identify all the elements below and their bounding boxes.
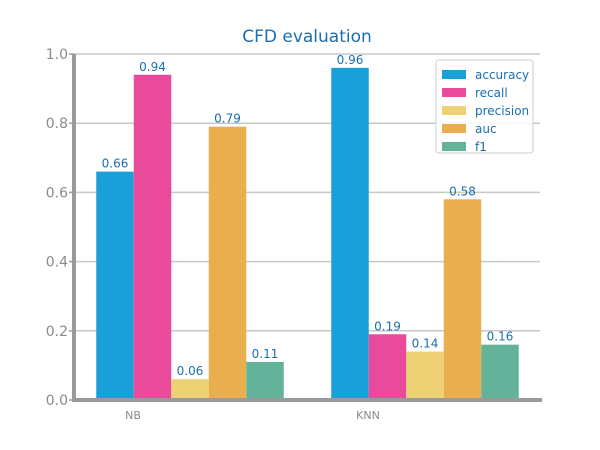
legend: accuracy recall precision auc f1 — [435, 59, 534, 154]
legend-swatch-accuracy — [442, 70, 466, 79]
bar-auc-knn — [443, 199, 482, 400]
x-tick-label-knn: KNN — [356, 409, 380, 422]
data-label-auc-nb: 0.79 — [214, 112, 241, 126]
data-label-recall-knn: 0.19 — [374, 319, 401, 333]
bar-recall-nb — [133, 74, 172, 400]
legend-swatch-recall — [442, 88, 466, 97]
y-tick-labels: 0.0 0.2 0.4 0.6 0.8 1.0 — [46, 47, 68, 409]
bar-auc-nb — [208, 126, 247, 400]
bars — [96, 67, 519, 400]
bar-f1-knn — [481, 344, 519, 400]
data-label-precision-knn: 0.14 — [412, 337, 439, 351]
legend-label-f1: f1 — [475, 140, 487, 154]
legend-label-precision: precision — [475, 104, 529, 118]
y-tick-label: 0.4 — [46, 255, 68, 271]
data-label-f1-knn: 0.16 — [487, 330, 514, 344]
legend-swatch-f1 — [442, 142, 466, 151]
y-tick-label: 0.2 — [46, 324, 68, 340]
legend-label-accuracy: accuracy — [475, 68, 529, 82]
axes — [69, 53, 542, 402]
bar-precision-nb — [171, 379, 209, 400]
bar-recall-knn — [368, 334, 407, 400]
y-tick-label: 0.6 — [46, 185, 68, 201]
data-label-accuracy-nb: 0.66 — [102, 157, 129, 171]
data-label-precision-nb: 0.06 — [177, 364, 204, 378]
legend-label-recall: recall — [475, 86, 508, 100]
y-tick-label: 0.8 — [46, 116, 68, 132]
data-label-auc-knn: 0.58 — [449, 184, 476, 198]
data-label-recall-nb: 0.94 — [139, 60, 166, 74]
chart-title: CFD evaluation — [242, 27, 372, 47]
x-tick-label-nb: NB — [125, 409, 141, 422]
legend-swatch-auc — [442, 124, 466, 133]
legend-label-auc: auc — [475, 122, 497, 136]
data-label-accuracy-knn: 0.96 — [337, 53, 364, 67]
value-labels: 0.66 0.94 0.06 0.79 0.11 0.96 0.19 0.14 0.58 0.16 — [102, 53, 514, 378]
bar-accuracy-nb — [96, 171, 134, 400]
legend-swatch-precision — [442, 106, 466, 115]
bar-accuracy-knn — [331, 67, 369, 400]
data-label-f1-nb: 0.11 — [252, 347, 279, 361]
bar-f1-nb — [246, 361, 284, 400]
x-tick-labels: NB KNN — [125, 409, 380, 422]
y-tick-label: 1.0 — [46, 47, 68, 63]
bar-precision-knn — [406, 351, 444, 400]
y-tick-label: 0.0 — [46, 393, 68, 409]
